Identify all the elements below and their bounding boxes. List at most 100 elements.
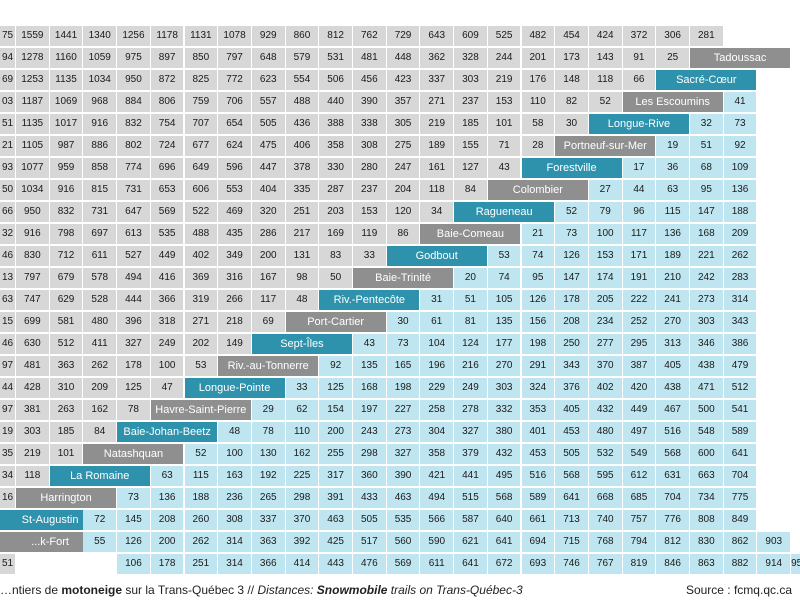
distance-cell: 858 <box>83 158 117 178</box>
town-label: Sept-Îles <box>251 334 352 354</box>
distance-cell: 850 <box>184 48 218 68</box>
distance-cell: 1105 <box>16 136 49 156</box>
distance-cell: 435 <box>218 224 251 244</box>
distance-cell: 1059 <box>83 48 117 68</box>
distance-cell: 106 <box>117 554 150 574</box>
distance-cell: 153 <box>487 92 521 112</box>
distance-cell: 696 <box>150 158 184 178</box>
distance-cell: 424 <box>588 26 622 46</box>
distance-cell: 73 <box>723 114 757 134</box>
distance-cell: 243 <box>353 422 386 442</box>
distance-cell: 476 <box>353 554 386 574</box>
distance-cell: 1441 <box>49 26 83 46</box>
distance-cell: 411 <box>83 334 117 354</box>
town-label: Port-Cartier <box>285 312 386 332</box>
distance-cell: 401 <box>521 422 555 442</box>
distance-cell: 481 <box>16 356 49 376</box>
distance-cell: 363 <box>49 356 83 376</box>
chart-caption: …ntiers de motoneige sur la Trans-Québec… <box>0 583 523 597</box>
distance-cell: 500 <box>690 400 723 420</box>
distance-cell: 569 <box>150 202 184 222</box>
distance-cell: 729 <box>386 26 420 46</box>
distance-cell: 554 <box>285 70 319 90</box>
distance-cell: 118 <box>420 180 454 200</box>
town-label: Riv.-au-Tonnerre <box>218 356 319 376</box>
distance-cell: 327 <box>117 334 150 354</box>
distance-cell: 402 <box>184 246 218 266</box>
distance-cell: 661 <box>521 510 555 530</box>
caption-bold: motoneige <box>61 583 123 597</box>
distance-cell: 204 <box>386 180 420 200</box>
distance-cell: 244 <box>487 48 521 68</box>
distance-cell: 713 <box>555 510 588 530</box>
distance-cell: 376 <box>555 378 588 398</box>
town-label: Baie-Johan-Beetz <box>117 422 218 442</box>
distance-cell: 640 <box>487 510 521 530</box>
distance-cell: 830 <box>690 532 723 552</box>
distance-cell: 432 <box>588 400 622 420</box>
distance-cell: 825 <box>184 70 218 90</box>
distance-cell: 251 <box>285 202 319 222</box>
distance-cell: 171 <box>622 246 656 266</box>
distance-cell: 916 <box>83 114 117 134</box>
distance-cell: 798 <box>49 224 83 244</box>
distance-cell: 303 <box>16 422 49 442</box>
distance-cell: 916 <box>49 180 83 200</box>
distance-cell: 97 <box>0 400 15 420</box>
distance-cell: 386 <box>723 334 757 354</box>
distance-cell: 1077 <box>16 158 49 178</box>
distance-cell: 480 <box>83 312 117 332</box>
distance-cell: 126 <box>117 532 150 552</box>
distance-cell: 525 <box>487 26 521 46</box>
distance-cell: 649 <box>184 158 218 178</box>
distance-cell: 404 <box>251 180 285 200</box>
distance-cell: 623 <box>251 70 285 90</box>
distance-cell: 369 <box>184 268 218 288</box>
distance-cell: 449 <box>622 400 656 420</box>
distance-cell: 438 <box>656 378 689 398</box>
distance-cell: 495 <box>487 466 521 486</box>
distance-cell: 317 <box>319 466 352 486</box>
distance-cell: 549 <box>622 444 656 464</box>
distance-cell: 247 <box>386 158 420 178</box>
distance-cell: 135 <box>353 356 386 376</box>
distance-cell: 724 <box>150 136 184 156</box>
distance-cell: 463 <box>386 488 420 508</box>
distance-cell: 731 <box>83 202 117 222</box>
distance-cell: 590 <box>420 532 454 552</box>
distance-cell: 589 <box>723 422 757 442</box>
distance-cell: 1034 <box>83 70 117 90</box>
town-label: Natashquan <box>83 444 184 464</box>
distance-cell: 441 <box>454 466 487 486</box>
distance-cell: 21 <box>0 136 15 156</box>
distance-cell: 589 <box>521 488 555 508</box>
distance-cell: 402 <box>588 378 622 398</box>
distance-cell: 125 <box>319 378 352 398</box>
distance-cell: 46 <box>0 334 15 354</box>
distance-cell: 169 <box>319 224 352 244</box>
distance-cell: 33 <box>353 246 386 266</box>
distance-cell: 812 <box>656 532 689 552</box>
distance-cell: 762 <box>353 26 386 46</box>
distance-cell: 366 <box>150 290 184 310</box>
distance-cell: 161 <box>420 158 454 178</box>
distance-cell: 630 <box>16 334 49 354</box>
distance-cell: 606 <box>184 180 218 200</box>
distance-cell: 58 <box>521 114 555 134</box>
distance-cell: 471 <box>690 378 723 398</box>
distance-cell: 205 <box>588 290 622 310</box>
distance-cell: 260 <box>184 510 218 530</box>
distance-cell: 314 <box>218 554 251 574</box>
distance-cell: 262 <box>83 356 117 376</box>
distance-cell: 21 <box>521 224 555 244</box>
distance-cell: 387 <box>622 356 656 376</box>
distance-cell: 177 <box>487 334 521 354</box>
distance-cell: 167 <box>251 268 285 288</box>
distance-cell: 191 <box>622 268 656 288</box>
distance-cell: 15 <box>0 312 15 332</box>
distance-cell: 757 <box>622 510 656 530</box>
distance-cell: 250 <box>555 334 588 354</box>
distance-cell: 512 <box>49 334 83 354</box>
distance-cell: 47 <box>150 378 184 398</box>
distance-cell: 28 <box>521 136 555 156</box>
